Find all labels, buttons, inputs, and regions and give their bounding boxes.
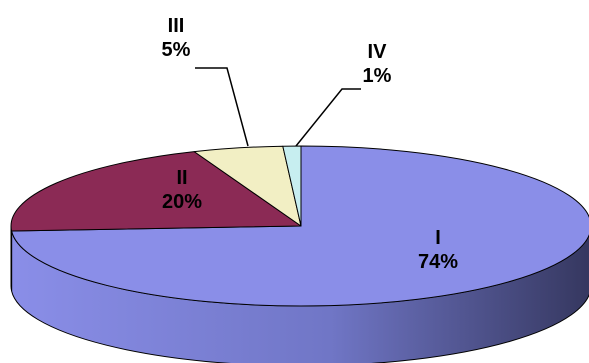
slice-label-iv: IV — [368, 41, 388, 63]
pie-slice-ii — [10, 151, 302, 232]
slice-value-iii: 5% — [162, 39, 191, 61]
slice-label-iii: III — [168, 15, 185, 37]
slice-value-ii: 20% — [162, 191, 202, 213]
pie-side-ii — [10, 225, 13, 292]
leader-line-iv — [295, 88, 361, 147]
pie-slice-i — [11, 145, 589, 307]
pie-slice-iv — [282, 145, 302, 227]
slice-label-ii: II — [176, 167, 187, 189]
leader-line-iii — [195, 67, 249, 147]
slice-label-i: I — [435, 227, 441, 249]
slice-value-i: 74% — [418, 251, 458, 273]
slice-value-iv: 1% — [363, 65, 392, 87]
